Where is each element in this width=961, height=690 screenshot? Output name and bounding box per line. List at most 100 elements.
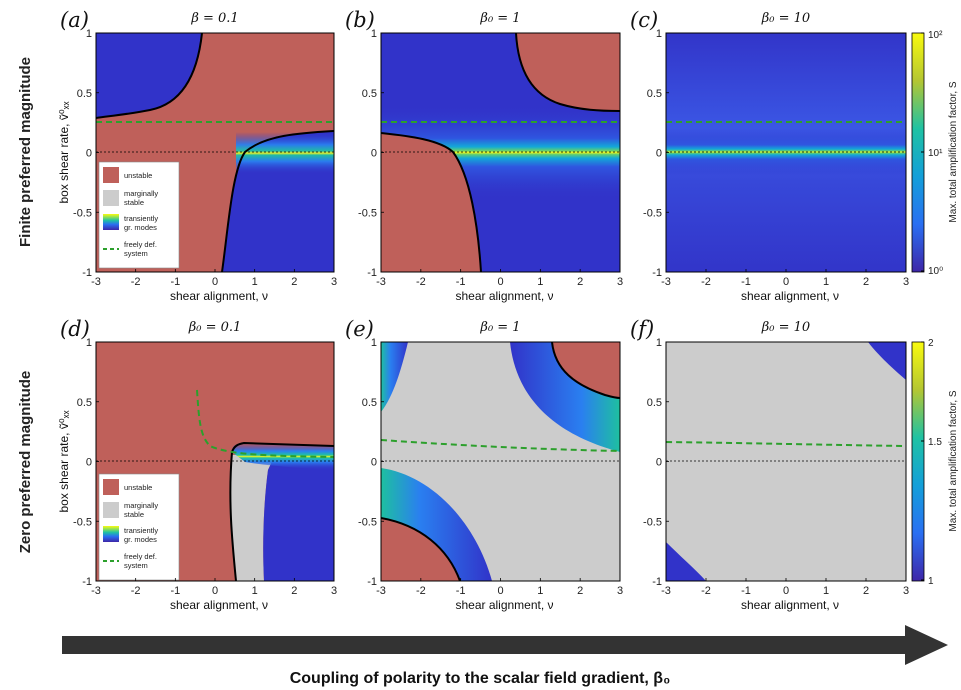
panel-e-freely-line — [381, 439, 620, 452]
legend-transient-swatch — [103, 214, 119, 230]
bottom-arrow — [62, 625, 948, 665]
row-label-finite: Finite preferred magnitude — [17, 57, 34, 247]
panel-e-xtick-label: -2 — [416, 585, 426, 597]
panel-d-marginal-region — [230, 455, 275, 581]
panel-d-ylabel: box shear rate, ṽ⁰ₓₓ — [57, 410, 71, 512]
legend-unstable-swatch — [103, 479, 119, 495]
legend-marginal-label-2: stable — [124, 198, 144, 207]
panel-f-ytick-label: 1 — [656, 337, 662, 349]
panel-d-boundary — [229, 441, 334, 581]
panel-a-xtick-label: 0 — [212, 276, 218, 288]
panel-e-xtick-label: -1 — [456, 585, 466, 597]
panel-e-ytick-label: -1 — [367, 576, 377, 588]
colorbar-bottom-tick-label: 1 — [928, 576, 934, 587]
panel-f-xlabel: shear alignment, ν — [741, 598, 839, 612]
panel-a-title: β = 0.1 — [190, 11, 238, 26]
panel-e-xtick-label: 1 — [537, 585, 543, 597]
panel-b-boundary-upper — [515, 33, 620, 112]
panel-f-marginal-region — [666, 342, 906, 581]
panel-a-letter: (a) — [60, 8, 89, 32]
panel-c-xtick-label: 2 — [863, 276, 869, 288]
panel-b-xlabel: shear alignment, ν — [455, 289, 553, 303]
legend-marginal-label: marginally — [124, 501, 158, 510]
panel-d-xtick-label: 1 — [252, 585, 258, 597]
panel-e — [380, 341, 621, 582]
panel-e-boundary-lower — [381, 517, 461, 581]
panel-e-xtick-label: 2 — [577, 585, 583, 597]
panel-d-xtick-label: 0 — [212, 585, 218, 597]
panel-a-xtick-label: -2 — [131, 276, 141, 288]
legend-unstable-label: unstable — [124, 483, 152, 492]
panel-a: unstable marginally stable transiently g… — [95, 32, 335, 273]
panel-b-xtick-label: -1 — [456, 276, 466, 288]
panel-f-xtick-label: 0 — [783, 585, 789, 597]
panel-d-xtick-label: -3 — [91, 585, 101, 597]
panel-a-xtick-label: 2 — [291, 276, 297, 288]
legend-transient-label: transiently — [124, 214, 158, 223]
panel-c-xtick-label: 1 — [823, 276, 829, 288]
legend-marginal-label-2: stable — [124, 510, 144, 519]
panel-d-xlabel: shear alignment, ν — [170, 598, 268, 612]
panel-f-ytick-label: -1 — [652, 576, 662, 588]
legend-transient-label-2: gr. modes — [124, 535, 157, 544]
panel-b-ytick-label: 0.5 — [362, 88, 377, 100]
panel-f-ytick-label: 0.5 — [647, 397, 662, 409]
panel-c-ytick-label: 1 — [656, 28, 662, 40]
panel-c-title: β₀ = 10 — [761, 11, 810, 26]
panel-b-xtick-label: 2 — [577, 276, 583, 288]
legend-unstable-swatch — [103, 167, 119, 183]
panel-d-ytick-label: -1 — [82, 576, 92, 588]
panel-f-xtick-label: 2 — [863, 585, 869, 597]
panel-a-ytick-label: -0.5 — [73, 207, 92, 219]
panel-b-ytick-label: 0 — [371, 148, 377, 160]
legend-freely-label: freely def. — [124, 240, 157, 249]
legend-marginal-swatch — [103, 190, 119, 206]
panel-a-xtick-label: 3 — [331, 276, 337, 288]
panel-f-xtick-label: -3 — [661, 585, 671, 597]
panel-a-xtick-label: -3 — [91, 276, 101, 288]
panel-c-xtick-label: 3 — [903, 276, 909, 288]
panel-e-ytick-label: 0.5 — [362, 397, 377, 409]
panel-d-ytick-label: -0.5 — [73, 516, 92, 528]
panel-d-legend: unstable marginally stable transiently g… — [98, 473, 180, 581]
legend-transient-label: transiently — [124, 526, 158, 535]
panel-c-ytick-label: -1 — [652, 267, 662, 279]
panel-a-xlabel: shear alignment, ν — [170, 289, 268, 303]
panel-d-stable-region — [263, 455, 334, 581]
panel-e-xtick-label: -3 — [376, 585, 386, 597]
panel-c — [665, 32, 907, 273]
panel-d-xtick-label: -2 — [131, 585, 141, 597]
legend-freely-label-2: system — [124, 561, 148, 570]
panel-d-title: β₀ = 0.1 — [188, 320, 242, 335]
panel-c-xtick-label: -2 — [701, 276, 711, 288]
panel-b-ytick-label: -1 — [367, 267, 377, 279]
panel-b — [380, 32, 621, 273]
colorbar-bottom-ticks — [921, 341, 924, 581]
colorbar-top: 10² 10¹ 10⁰ Max. total amplification fac… — [911, 30, 959, 277]
panel-d-ytick-label: 0.5 — [77, 397, 92, 409]
panel-c-xtick-label: 0 — [783, 276, 789, 288]
panel-e-ytick-label: -0.5 — [358, 516, 377, 528]
panel-e-upper-left-transient — [381, 342, 408, 412]
legend-transient-label-2: gr. modes — [124, 223, 157, 232]
panel-a-boundary-upper — [96, 33, 203, 119]
legend-marginal-swatch — [103, 502, 119, 518]
panel-d-letter: (d) — [60, 317, 90, 341]
panel-e-boundary-upper — [551, 342, 620, 399]
panel-e-xtick-label: 3 — [617, 585, 623, 597]
panel-b-letter: (b) — [345, 8, 375, 32]
panel-a-ytick-label: 1 — [86, 28, 92, 40]
panel-e-upper-right-unstable-region — [552, 342, 620, 398]
panel-c-xtick-label: -3 — [661, 276, 671, 288]
panel-d-ytick-label: 0 — [86, 457, 92, 469]
panel-a-ytick-label: 0 — [86, 148, 92, 160]
colorbar-top-tick-label: 10¹ — [928, 148, 943, 159]
panel-f-xtick-label: 3 — [903, 585, 909, 597]
panel-b-title: β₀ = 1 — [479, 11, 520, 26]
panel-a-ytick-label: 0.5 — [77, 88, 92, 100]
panel-c-xlabel: shear alignment, ν — [741, 289, 839, 303]
panel-c-letter: (c) — [630, 8, 658, 32]
panel-e-lower-left-unstable-region — [381, 518, 460, 581]
panel-f-freely-line — [666, 441, 906, 447]
